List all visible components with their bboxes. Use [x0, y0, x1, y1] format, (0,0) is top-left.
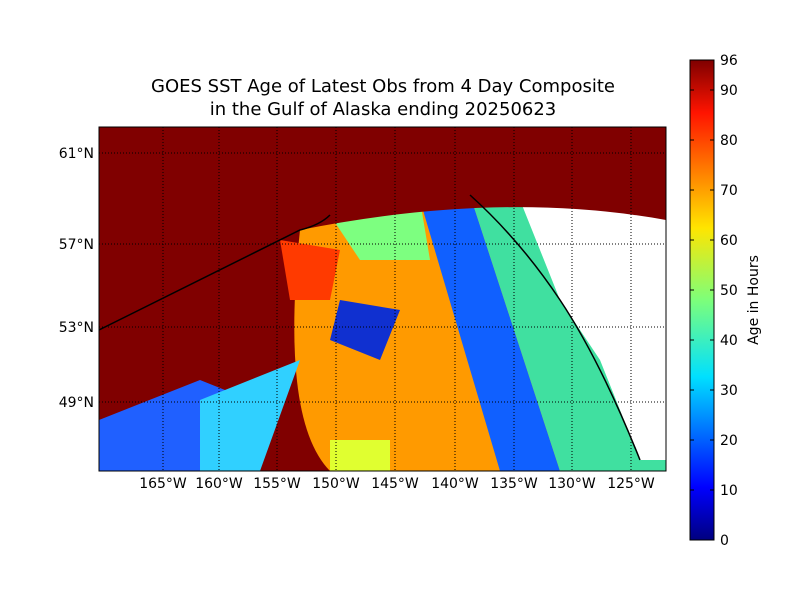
title-line: in the Gulf of Alaska ending 20250623 [210, 99, 557, 120]
graticule [99, 127, 666, 471]
map-frame [98, 126, 667, 472]
colorbar-tick-label: 20 [720, 433, 738, 449]
longitude-label: 125°W [607, 476, 655, 492]
colorbar-tick-label: 90 [720, 83, 738, 99]
latitude-label: 49°N [59, 395, 94, 411]
colorbar-tick-label: 70 [720, 183, 738, 199]
colorbar-label: Age in Hours [746, 255, 762, 345]
longitude-label: 145°W [371, 476, 419, 492]
colorbar-tick-label: 96 [720, 53, 738, 69]
colorbar-tick-label: 0 [720, 533, 729, 549]
colorbar-tick-label: 60 [720, 233, 738, 249]
colorbar-tick-label: 30 [720, 383, 738, 399]
colorbar [689, 59, 715, 541]
colorbar-tick-label: 50 [720, 283, 738, 299]
latitude-label: 61°N [59, 146, 94, 162]
longitude-label: 150°W [312, 476, 360, 492]
longitude-label: 160°W [195, 476, 243, 492]
colorbar-tick-label: 10 [720, 483, 738, 499]
latitude-label: 53°N [59, 320, 94, 336]
latitude-label: 57°N [59, 237, 94, 253]
longitude-label: 135°W [490, 476, 538, 492]
longitude-label: 130°W [548, 476, 596, 492]
longitude-label: 155°W [253, 476, 301, 492]
longitude-label: 140°W [431, 476, 479, 492]
map-image [99, 127, 666, 471]
colorbar-tick-label: 40 [720, 333, 738, 349]
longitude-label: 165°W [139, 476, 187, 492]
colorbar-tick-label: 80 [720, 133, 738, 149]
title-line: GOES SST Age of Latest Obs from 4 Day Co… [151, 76, 615, 97]
